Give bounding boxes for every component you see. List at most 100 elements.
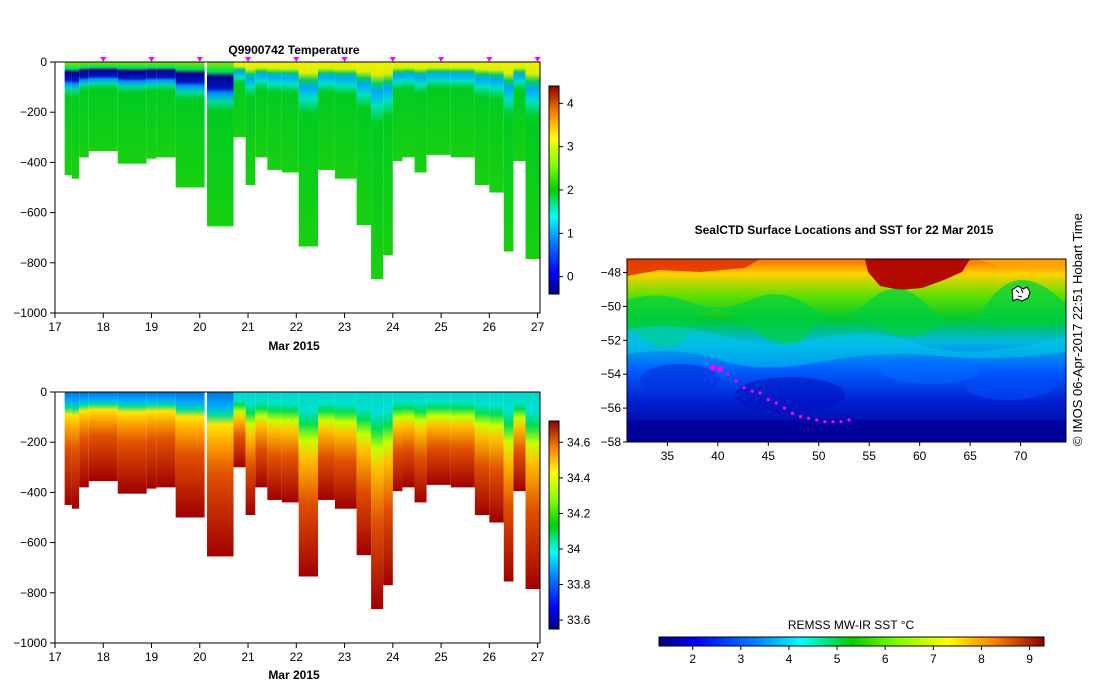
salinity-profile-column [318,392,335,500]
track-point [823,420,827,424]
temperature-profile-column [298,62,319,247]
colorbar-tick-label: 5 [834,652,841,666]
salinity-profile-column [356,392,372,556]
x-tick-label: 20 [193,650,207,664]
salinity-profile-column [489,392,504,523]
profile-marker [245,57,252,62]
temperature-title: Q9900742 Temperature [228,43,360,57]
colorbar-tick-label: 6 [882,652,889,666]
temperature-xlabel: Mar 2015 [268,339,320,353]
y-tick-label: −1000 [13,636,47,650]
x-tick-label: 18 [97,320,111,334]
y-tick-label: −58 [601,435,622,449]
y-tick-label: 0 [40,55,47,69]
temperature-profile-column [450,62,475,158]
sst-map-frame [626,258,1067,443]
y-tick-label: −600 [20,206,47,220]
y-tick-label: −400 [20,485,47,499]
salinity-profile-column [414,392,427,503]
x-tick-label: 50 [812,449,826,463]
salinity-section-panel: 17 18 19 20 21 22 23 24 25 26 27 0 −200 −400 −600 −800… [13,385,590,682]
y-tick-label: −800 [20,256,47,270]
temperature-cells [64,62,540,280]
temperature-y-axis: 0 −200 −400 −600 −800 −1000 [13,55,55,320]
x-tick-label: 20 [193,320,207,334]
x-tick-label: 17 [48,320,62,334]
colorbar-tick-label: 34.2 [567,506,591,520]
track-point [726,372,730,376]
temperature-profile-column [281,62,299,173]
track-point [815,418,819,422]
temperature-profile-column [175,62,205,188]
x-tick-label: 55 [863,449,877,463]
profile-marker [196,57,203,62]
track-point [831,420,835,424]
salinity-profile-column [207,392,234,557]
temperature-profile-column [513,62,526,162]
x-tick-label: 19 [145,320,159,334]
y-tick-label: −600 [20,536,47,550]
colorbar-tick-label: 33.6 [567,613,591,627]
salinity-profile-column [245,392,256,515]
island-marker [1011,285,1031,302]
colorbar-tick-label: 3 [737,652,744,666]
profile-marker [486,57,493,62]
salinity-profile-column [474,392,490,515]
colorbar-tick-label: 34.4 [567,471,591,485]
salinity-profile-column [267,392,282,500]
x-tick-label: 23 [338,320,352,334]
salinity-profile-column [175,392,205,518]
salinity-x-axis: 17 18 19 20 21 22 23 24 25 26 27 [48,643,545,664]
temperature-colorbar [548,85,560,295]
temperature-profile-column [146,62,157,159]
x-tick-label: 45 [762,449,776,463]
temperature-colorbar-ticks: 0 1 2 3 4 [559,96,574,284]
salinity-profile-column [503,392,514,582]
sst-map-title: SealCTD Surface Locations and SST for 22… [695,223,994,237]
salinity-profile-column [117,392,147,494]
salinity-profile-column [281,392,299,503]
temperature-profile-column [426,62,451,155]
track-point [766,398,770,402]
temperature-profile-column [255,62,268,158]
x-tick-label: 24 [386,320,400,334]
salinity-colorbar-ticks: 33.6 33.8 34 34.2 34.4 34.6 [559,435,591,627]
sst-map-y-axis: −48 −50 −52 −54 −56 −58 [601,266,627,449]
temperature-profile-column [88,62,118,152]
temperature-profile-column [392,62,403,162]
profile-marker [438,57,445,62]
salinity-profile-column [88,392,118,482]
y-tick-label: −200 [20,105,47,119]
salinity-profile-column [392,392,403,492]
colorbar-tick-label: 33.8 [567,578,591,592]
temperature-profile-column [117,62,147,164]
track-point [758,391,762,395]
temperature-profile-column [356,62,372,226]
salinity-colorbar [548,420,560,630]
colorbar-tick-label: 0 [567,270,574,284]
track-point [839,420,843,424]
x-tick-label: 19 [145,650,159,664]
x-tick-label: 27 [531,650,545,664]
temperature-profile-column [71,62,80,179]
temperature-x-axis: 17 18 19 20 21 22 23 24 25 26 27 [48,313,545,334]
sst-colorbar-label: REMSS MW-IR SST °C [788,618,915,632]
temperature-profile-column [371,62,384,280]
temperature-profile-column [267,62,282,170]
x-tick-label: 25 [434,650,448,664]
salinity-profile-column [233,392,246,468]
profile-marker [341,57,348,62]
profile-marker [534,57,541,62]
x-tick-label: 25 [434,320,448,334]
salinity-profile-column [79,392,89,488]
x-tick-label: 23 [338,650,352,664]
temperature-profile-column [233,62,246,138]
temperature-profile-column [318,62,335,170]
x-tick-label: 26 [483,650,497,664]
salinity-profile-column [255,392,268,488]
sst-colorbar-ticks: 2 3 4 5 6 7 8 9 [689,646,1033,666]
salinity-profile-column [402,392,415,488]
salinity-profile-column [371,392,384,610]
x-tick-label: 40 [711,449,725,463]
